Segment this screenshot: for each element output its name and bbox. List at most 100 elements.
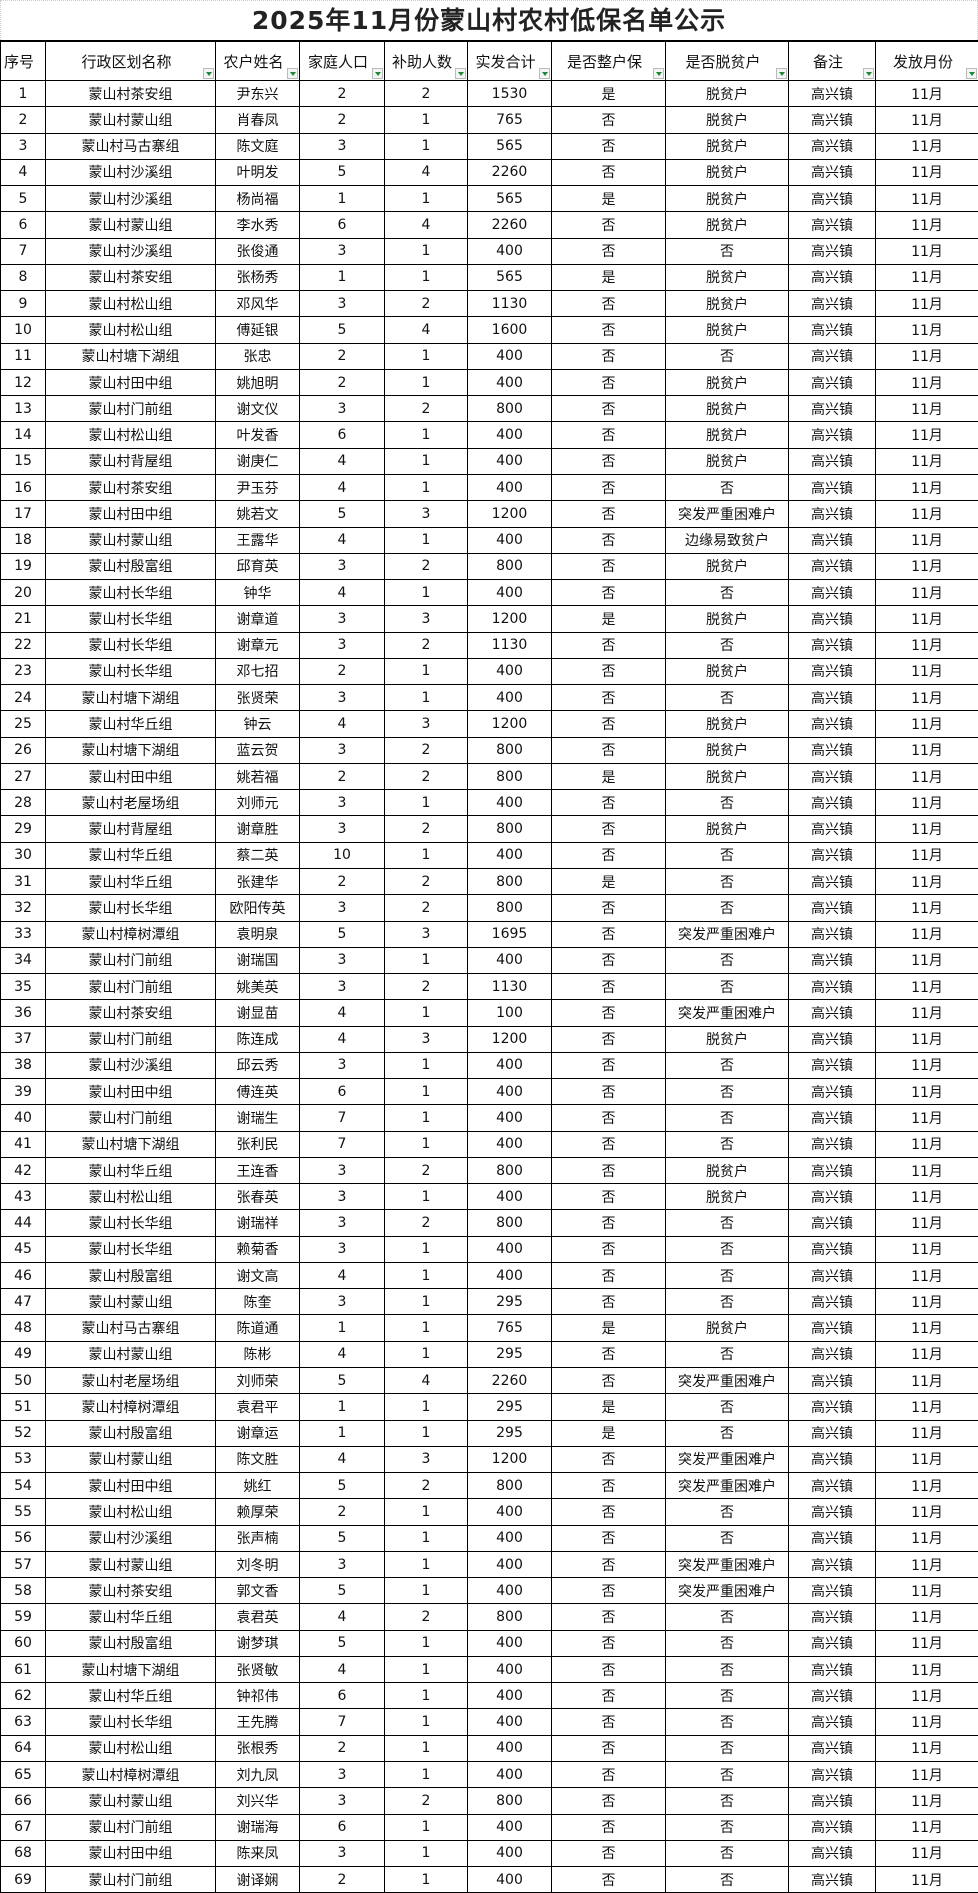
cell-month[interactable]: 11月: [876, 1867, 978, 1893]
cell-remark[interactable]: 高兴镇: [789, 1840, 876, 1866]
cell-seq[interactable]: 14: [1, 422, 46, 448]
cell-seq[interactable]: 35: [1, 974, 46, 1000]
cell-whole-household[interactable]: 否: [552, 396, 666, 422]
cell-aided-count[interactable]: 1: [385, 1105, 468, 1131]
cell-remark[interactable]: 高兴镇: [789, 816, 876, 842]
cell-area[interactable]: 蒙山村长华组: [46, 606, 216, 632]
cell-area[interactable]: 蒙山村塘下湖组: [46, 343, 216, 369]
cell-amount[interactable]: 1200: [468, 1026, 552, 1052]
cell-family-size[interactable]: 4: [300, 1656, 385, 1682]
cell-household-name[interactable]: 袁明泉: [216, 921, 300, 947]
cell-seq[interactable]: 37: [1, 1026, 46, 1052]
cell-area[interactable]: 蒙山村松山组: [46, 422, 216, 448]
cell-seq[interactable]: 44: [1, 1210, 46, 1236]
cell-area[interactable]: 蒙山村松山组: [46, 1735, 216, 1761]
cell-household-name[interactable]: 陈文庭: [216, 133, 300, 159]
cell-remark[interactable]: 高兴镇: [789, 1315, 876, 1341]
cell-remark[interactable]: 高兴镇: [789, 264, 876, 290]
cell-family-size[interactable]: 4: [300, 474, 385, 500]
cell-area[interactable]: 蒙山村长华组: [46, 658, 216, 684]
cell-remark[interactable]: 高兴镇: [789, 868, 876, 894]
cell-family-size[interactable]: 3: [300, 133, 385, 159]
cell-area[interactable]: 蒙山村长华组: [46, 1709, 216, 1735]
cell-month[interactable]: 11月: [876, 1052, 978, 1078]
cell-whole-household[interactable]: 否: [552, 553, 666, 579]
cell-area[interactable]: 蒙山村华丘组: [46, 1604, 216, 1630]
cell-household-name[interactable]: 谢瑞生: [216, 1105, 300, 1131]
cell-area[interactable]: 蒙山村老屋场组: [46, 1368, 216, 1394]
cell-month[interactable]: 11月: [876, 527, 978, 553]
cell-month[interactable]: 11月: [876, 1341, 978, 1367]
cell-area[interactable]: 蒙山村殷富组: [46, 553, 216, 579]
cell-month[interactable]: 11月: [876, 369, 978, 395]
cell-seq[interactable]: 12: [1, 369, 46, 395]
cell-aided-count[interactable]: 2: [385, 553, 468, 579]
cell-remark[interactable]: 高兴镇: [789, 1446, 876, 1472]
cell-seq[interactable]: 67: [1, 1814, 46, 1840]
cell-seq[interactable]: 30: [1, 842, 46, 868]
cell-family-size[interactable]: 7: [300, 1105, 385, 1131]
cell-amount[interactable]: 295: [468, 1289, 552, 1315]
cell-whole-household[interactable]: 否: [552, 1525, 666, 1551]
cell-remark[interactable]: 高兴镇: [789, 658, 876, 684]
cell-poverty-status[interactable]: 脱贫户: [666, 1184, 789, 1210]
cell-family-size[interactable]: 6: [300, 1814, 385, 1840]
cell-poverty-status[interactable]: 脱贫户: [666, 133, 789, 159]
cell-poverty-status[interactable]: 否: [666, 1079, 789, 1105]
cell-remark[interactable]: 高兴镇: [789, 1709, 876, 1735]
cell-household-name[interactable]: 傅延银: [216, 317, 300, 343]
cell-seq[interactable]: 7: [1, 238, 46, 264]
cell-whole-household[interactable]: 否: [552, 1184, 666, 1210]
cell-month[interactable]: 11月: [876, 947, 978, 973]
cell-month[interactable]: 11月: [876, 1604, 978, 1630]
cell-family-size[interactable]: 5: [300, 1473, 385, 1499]
cell-seq[interactable]: 8: [1, 264, 46, 290]
cell-aided-count[interactable]: 1: [385, 1499, 468, 1525]
cell-whole-household[interactable]: 否: [552, 632, 666, 658]
cell-seq[interactable]: 32: [1, 895, 46, 921]
cell-family-size[interactable]: 5: [300, 501, 385, 527]
cell-family-size[interactable]: 2: [300, 763, 385, 789]
cell-amount[interactable]: 2260: [468, 1368, 552, 1394]
cell-household-name[interactable]: 李水秀: [216, 212, 300, 238]
filter-dropdown-icon[interactable]: [539, 68, 550, 79]
cell-household-name[interactable]: 张杨秀: [216, 264, 300, 290]
cell-amount[interactable]: 400: [468, 842, 552, 868]
cell-whole-household[interactable]: 否: [552, 133, 666, 159]
cell-area[interactable]: 蒙山村蒙山组: [46, 1551, 216, 1577]
cell-household-name[interactable]: 袁君平: [216, 1394, 300, 1420]
cell-family-size[interactable]: 1: [300, 264, 385, 290]
cell-whole-household[interactable]: 是: [552, 186, 666, 212]
cell-family-size[interactable]: 10: [300, 842, 385, 868]
cell-seq[interactable]: 33: [1, 921, 46, 947]
cell-aided-count[interactable]: 1: [385, 842, 468, 868]
cell-amount[interactable]: 400: [468, 1683, 552, 1709]
cell-amount[interactable]: 400: [468, 580, 552, 606]
cell-seq[interactable]: 9: [1, 291, 46, 317]
cell-poverty-status[interactable]: 突发严重困难户: [666, 1446, 789, 1472]
cell-amount[interactable]: 400: [468, 448, 552, 474]
cell-whole-household[interactable]: 否: [552, 317, 666, 343]
cell-poverty-status[interactable]: 否: [666, 1656, 789, 1682]
cell-area[interactable]: 蒙山村蒙山组: [46, 212, 216, 238]
cell-month[interactable]: 11月: [876, 1184, 978, 1210]
cell-area[interactable]: 蒙山村门前组: [46, 1867, 216, 1893]
cell-aided-count[interactable]: 1: [385, 1184, 468, 1210]
cell-seq[interactable]: 31: [1, 868, 46, 894]
cell-household-name[interactable]: 邓风华: [216, 291, 300, 317]
cell-family-size[interactable]: 3: [300, 1157, 385, 1183]
cell-whole-household[interactable]: 否: [552, 501, 666, 527]
cell-whole-household[interactable]: 否: [552, 580, 666, 606]
cell-month[interactable]: 11月: [876, 1840, 978, 1866]
cell-aided-count[interactable]: 4: [385, 1368, 468, 1394]
cell-poverty-status[interactable]: 脱贫户: [666, 81, 789, 107]
cell-amount[interactable]: 400: [468, 369, 552, 395]
cell-area[interactable]: 蒙山村华丘组: [46, 842, 216, 868]
cell-aided-count[interactable]: 4: [385, 159, 468, 185]
cell-aided-count[interactable]: 3: [385, 711, 468, 737]
cell-seq[interactable]: 20: [1, 580, 46, 606]
cell-area[interactable]: 蒙山村老屋场组: [46, 790, 216, 816]
cell-poverty-status[interactable]: 否: [666, 1236, 789, 1262]
cell-aided-count[interactable]: 3: [385, 501, 468, 527]
cell-seq[interactable]: 50: [1, 1368, 46, 1394]
